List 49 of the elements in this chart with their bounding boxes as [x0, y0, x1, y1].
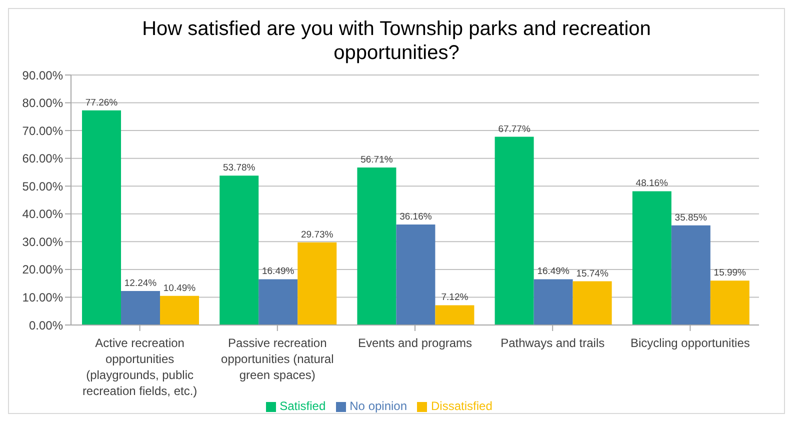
y-tick-label: 80.00%	[22, 96, 64, 110]
data-label: 7.12%	[441, 292, 469, 304]
bar	[494, 136, 534, 325]
bar	[632, 191, 672, 325]
y-tick-label: 20.00%	[22, 262, 64, 277]
x-tick-label: Bicycling opportunities	[630, 336, 750, 350]
y-tick-label: 30.00%	[22, 234, 64, 249]
bar	[121, 291, 160, 325]
data-label: 29.73%	[300, 229, 334, 240]
bar	[435, 305, 474, 325]
data-label: 15.99%	[714, 268, 747, 279]
data-label: 16.49%	[537, 266, 570, 278]
bar	[572, 281, 612, 325]
bar	[710, 280, 750, 325]
data-label: 10.49%	[163, 282, 196, 294]
data-label: 12.24%	[124, 278, 158, 289]
bar	[82, 110, 122, 325]
data-label: 67.77%	[498, 124, 531, 135]
data-label: 35.85%	[674, 212, 708, 224]
y-tick-label: 0.00%	[28, 318, 64, 332]
bar	[160, 296, 200, 325]
data-label: 36.16%	[400, 212, 432, 223]
bar	[396, 224, 436, 325]
data-label: 56.71%	[360, 154, 394, 166]
x-tick-label: Passive recreation opportunities (natural green spaces)	[221, 336, 334, 382]
bar	[671, 225, 710, 325]
bar	[298, 242, 337, 325]
data-label: 53.78%	[222, 162, 256, 174]
bar	[258, 279, 298, 325]
y-tick-label: 50.00%	[22, 179, 64, 194]
y-tick-label: 60.00%	[22, 152, 64, 166]
legend-label: No opinion	[350, 399, 408, 413]
bar	[357, 167, 396, 325]
data-label: 15.74%	[576, 268, 609, 280]
chart-title: How satisfied are you with Township parks and recreation opportunities?	[141, 17, 652, 65]
y-tick-label: 90.00%	[22, 68, 64, 82]
y-tick-label: 10.00%	[22, 290, 64, 304]
legend-label: Dissatisfied	[431, 399, 492, 413]
x-tick-label: Events and programs	[358, 336, 472, 350]
x-tick-label: Pathways and trails	[500, 336, 605, 350]
bar	[220, 176, 259, 325]
y-tick-label: 70.00%	[22, 124, 64, 138]
legend-label: Satisfied	[280, 399, 326, 413]
bar	[534, 279, 573, 325]
data-label: 48.16%	[636, 178, 669, 190]
x-tick-label: Active recreation opportunities (playgrounds, public recreation fields, etc.)	[82, 336, 198, 398]
data-label: 77.26%	[85, 97, 118, 108]
y-tick-label: 40.00%	[22, 207, 64, 222]
data-label: 16.49%	[262, 266, 295, 278]
